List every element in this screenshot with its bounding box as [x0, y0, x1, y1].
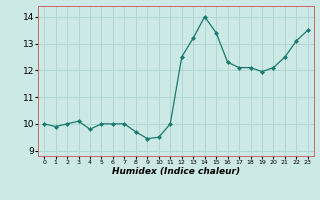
X-axis label: Humidex (Indice chaleur): Humidex (Indice chaleur) — [112, 167, 240, 176]
